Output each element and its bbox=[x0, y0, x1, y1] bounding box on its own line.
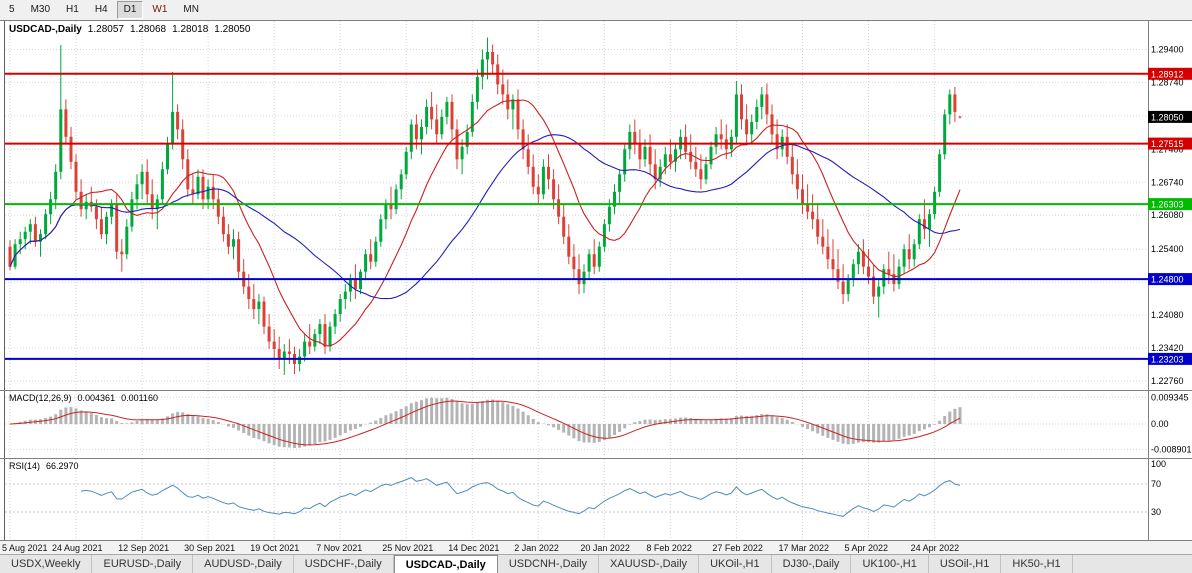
svg-text:1.24080: 1.24080 bbox=[1151, 310, 1184, 320]
date-label: 17 Mar 2022 bbox=[778, 543, 830, 553]
chart-tab-audusd-daily[interactable]: AUDUSD-,Daily bbox=[193, 555, 294, 573]
price-tag: 1.23203 bbox=[1148, 352, 1192, 365]
chart-tab-xauusd-daily[interactable]: XAUUSD-,Daily bbox=[599, 555, 700, 573]
chart-tabbar: USDX,Weekly EURUSD-,Daily AUDUSD-,Daily USD… bbox=[0, 554, 1192, 573]
date-label: 14 Dec 2021 bbox=[448, 543, 500, 553]
ohlc-low: 1.28018 bbox=[172, 24, 209, 35]
price-tag: 1.28912 bbox=[1148, 67, 1192, 80]
svg-text:1.28740: 1.28740 bbox=[1151, 77, 1184, 87]
price-tag: 1.24800 bbox=[1148, 273, 1192, 286]
rsi-pane[interactable]: 100 70 30 RSI(14) 66.2970 bbox=[0, 458, 1192, 540]
svg-text:1.26080: 1.26080 bbox=[1151, 210, 1184, 220]
main-chart-pane[interactable]: 1.294001.287401.280701.274001.267401.260… bbox=[0, 20, 1192, 390]
timeframe-button-h1[interactable]: H1 bbox=[59, 1, 86, 19]
svg-text:1.28912: 1.28912 bbox=[1151, 69, 1184, 79]
rsi-line bbox=[81, 477, 961, 517]
chart-symbol: USDCAD-,Daily bbox=[9, 24, 82, 35]
svg-text:0.00: 0.00 bbox=[1151, 419, 1169, 429]
date-label: 20 Jan 2022 bbox=[580, 543, 630, 553]
date-label: 5 Aug 2021 bbox=[2, 543, 48, 553]
date-label: 8 Feb 2022 bbox=[646, 543, 692, 553]
date-label: 24 Aug 2021 bbox=[52, 543, 103, 553]
svg-text:-0.008901: -0.008901 bbox=[1151, 444, 1192, 454]
date-axis[interactable]: 5 Aug 2021 24 Aug 2021 12 Sep 2021 30 Sep 2… bbox=[0, 540, 1192, 554]
macd-svg[interactable]: 0.009345 0.00 -0.008901 bbox=[0, 390, 1192, 458]
macd-pane[interactable]: 0.009345 0.00 -0.008901 MACD(12,26,9) 0.00… bbox=[0, 390, 1192, 458]
svg-text:1.29400: 1.29400 bbox=[1151, 45, 1184, 55]
macd-label: MACD(12,26,9) 0.004361 0.001160 bbox=[9, 393, 158, 403]
svg-text:1.26740: 1.26740 bbox=[1151, 177, 1184, 187]
svg-text:1.28050: 1.28050 bbox=[1151, 112, 1184, 122]
svg-text:1.22760: 1.22760 bbox=[1151, 376, 1184, 386]
timeframe-button-h4[interactable]: H4 bbox=[88, 1, 115, 19]
chart-tab-dj30-daily[interactable]: DJ30-,Daily bbox=[771, 555, 852, 573]
chart-tab-hk50-h1[interactable]: HK50-,H1 bbox=[1001, 555, 1073, 573]
ohlc-open: 1.28057 bbox=[87, 24, 124, 35]
chart-tab-usdchf-daily[interactable]: USDCHF-,Daily bbox=[293, 555, 394, 573]
timeframe-button-5[interactable]: 5 bbox=[2, 1, 22, 19]
chart-tab-usdcad-daily[interactable]: USDCAD-,Daily bbox=[393, 555, 498, 573]
date-label: 27 Feb 2022 bbox=[712, 543, 763, 553]
chart-title: USDCAD-,Daily 1.28057 1.28068 1.28018 1.… bbox=[9, 24, 250, 35]
bear-candles bbox=[8, 52, 962, 364]
ohlc-high: 1.28068 bbox=[129, 24, 167, 35]
macd-signal-value: 0.001160 bbox=[121, 393, 158, 403]
timeframe-button-m30[interactable]: M30 bbox=[24, 1, 57, 19]
svg-text:1.23420: 1.23420 bbox=[1151, 343, 1184, 353]
chart-tab-usdcnh-daily[interactable]: USDCNH-,Daily bbox=[497, 555, 600, 573]
macd-name: MACD(12,26,9) bbox=[9, 393, 72, 403]
price-tag: 1.28050 bbox=[1148, 110, 1192, 123]
price-tag: 1.26303 bbox=[1148, 198, 1192, 211]
svg-text:1.25400: 1.25400 bbox=[1151, 244, 1184, 254]
svg-text:1.24800: 1.24800 bbox=[1151, 275, 1184, 285]
rsi-label: RSI(14) 66.2970 bbox=[9, 461, 79, 471]
timeframe-button-w1[interactable]: W1 bbox=[145, 1, 174, 19]
date-label: 30 Sep 2021 bbox=[184, 543, 236, 553]
svg-text:30: 30 bbox=[1151, 507, 1161, 517]
date-label: 24 Apr 2022 bbox=[910, 543, 960, 553]
timeframe-button-d1[interactable]: D1 bbox=[116, 1, 144, 19]
rsi-svg[interactable]: 100 70 30 bbox=[0, 458, 1192, 540]
svg-text:70: 70 bbox=[1151, 479, 1161, 489]
chart-tab-ukoil-h1[interactable]: UKOil-,H1 bbox=[699, 555, 772, 573]
timeframe-button-mn[interactable]: MN bbox=[176, 1, 206, 19]
timeframe-toolbar: 5 M30 H1 H4 D1 W1 MN bbox=[0, 0, 1192, 20]
date-label: 19 Oct 2021 bbox=[250, 543, 300, 553]
date-label: 7 Nov 2021 bbox=[316, 543, 363, 553]
date-label: 25 Nov 2021 bbox=[382, 543, 434, 553]
rsi-name: RSI(14) bbox=[9, 461, 41, 471]
macd-signal-line bbox=[9, 400, 961, 446]
price-tag: 1.27515 bbox=[1148, 137, 1192, 150]
svg-text:1.26303: 1.26303 bbox=[1151, 200, 1184, 210]
chart-tab-eurusd-daily[interactable]: EURUSD-,Daily bbox=[92, 555, 194, 573]
svg-text:1.27515: 1.27515 bbox=[1151, 139, 1184, 149]
chart-tab-uk100-h1[interactable]: UK100-,H1 bbox=[851, 555, 929, 573]
rsi-value: 66.2970 bbox=[46, 461, 79, 471]
macd-histogram bbox=[13, 397, 962, 448]
main-chart-svg[interactable]: 1.294001.287401.280701.274001.267401.260… bbox=[0, 20, 1192, 390]
svg-text:0.009345: 0.009345 bbox=[1151, 392, 1189, 402]
ohlc-close: 1.28050 bbox=[214, 24, 251, 35]
svg-text:1.23203: 1.23203 bbox=[1151, 354, 1184, 364]
chart-tab-usoil-h1[interactable]: USOil-,H1 bbox=[928, 555, 1002, 573]
ma-fast-line bbox=[9, 99, 961, 347]
macd-value: 0.004361 bbox=[77, 393, 116, 403]
svg-text:100: 100 bbox=[1151, 459, 1166, 469]
date-label: 12 Sep 2021 bbox=[118, 543, 170, 553]
chart-tab-usdx-weekly[interactable]: USDX,Weekly bbox=[0, 555, 93, 573]
date-label: 2 Jan 2022 bbox=[514, 543, 559, 553]
date-label: 5 Apr 2022 bbox=[844, 543, 889, 553]
